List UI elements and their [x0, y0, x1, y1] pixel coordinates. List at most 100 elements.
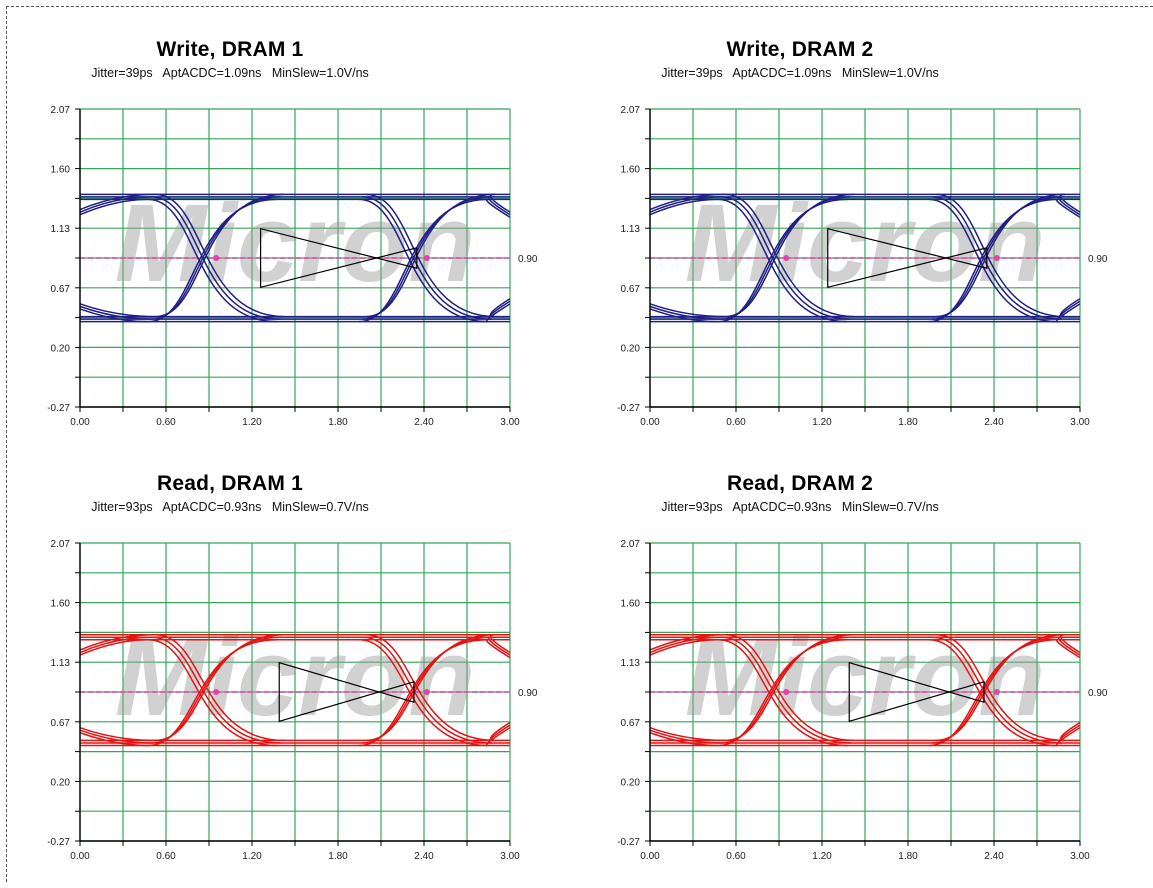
x-tick-label: 1.20: [812, 851, 832, 862]
eye-traces: [79, 633, 511, 747]
crossing-point: [993, 689, 1000, 695]
chart-subtitle: Jitter=93ps AptACDC=0.93ns MinSlew=0.7V/…: [580, 500, 1020, 514]
minslew-stat: MinSlew=0.7V/ns: [271, 500, 369, 514]
tail-trace: [1059, 721, 1081, 742]
tail-trace: [485, 639, 511, 659]
jitter-stat: Jitter=39ps: [661, 66, 723, 80]
plot-area: Micron 0.900.00 0.60 1.20 1.80 2.40 3.00-0.270…: [47, 105, 538, 428]
x-tick-label: 0.00: [70, 417, 90, 428]
eye-diagram-read-dram-1: Read, DRAM 1 Jitter=93ps AptACDC=0.93ns …: [10, 468, 555, 888]
y-tick-label: 2.07: [51, 539, 71, 550]
y-tick-label: 1.13: [51, 658, 71, 669]
lead-in-trace: [79, 726, 156, 742]
x-tick-label: 1.80: [898, 851, 918, 862]
tail-trace: [489, 298, 511, 318]
falling-edge-trace: [721, 196, 851, 320]
tail-trace: [489, 633, 511, 654]
y-tick-label: -0.27: [47, 837, 70, 848]
x-tick-label: 1.20: [242, 417, 262, 428]
y-tick-label: -0.27: [617, 403, 640, 414]
chart-subtitle: Jitter=39ps AptACDC=1.09ns MinSlew=1.0V/…: [580, 66, 1020, 80]
x-tick-label: 0.00: [640, 417, 660, 428]
falling-edge-trace: [725, 193, 855, 318]
crossing-point: [423, 255, 430, 261]
reference-level-label: 0.90: [518, 688, 538, 699]
tail-trace: [485, 198, 511, 218]
eye-mask: [278, 661, 415, 723]
aptacdc-stat: AptACDC=0.93ns: [162, 500, 262, 514]
y-tick-label: -0.27: [47, 403, 70, 414]
minslew-stat: MinSlew=1.0V/ns: [841, 66, 939, 80]
reference-level-label: 0.90: [518, 254, 538, 265]
micron-watermark: Micron: [115, 616, 476, 739]
tail-trace: [489, 193, 511, 213]
aptacdc-stat: AptACDC=1.09ns: [162, 66, 262, 80]
y-tick-label: 0.67: [51, 718, 71, 729]
y-tick-label: 1.13: [51, 224, 71, 235]
jitter-stat: Jitter=39ps: [91, 66, 153, 80]
minslew-stat: MinSlew=1.0V/ns: [271, 66, 369, 80]
x-tick-label: 2.40: [414, 417, 434, 428]
x-tick-label: 0.00: [640, 851, 660, 862]
y-tick-label: 1.13: [621, 224, 641, 235]
eye-diagram-read-dram-2: Read, DRAM 2 Jitter=93ps AptACDC=0.93ns …: [580, 468, 1125, 888]
plot-area: Micron 0.900.00 0.60 1.20 1.80 2.40 3.00-0.270…: [617, 539, 1108, 862]
falling-edge-trace: [155, 633, 285, 742]
y-tick-label: 2.07: [621, 105, 641, 116]
x-tick-label: 1.20: [242, 851, 262, 862]
minslew-stat: MinSlew=0.7V/ns: [841, 500, 939, 514]
eye-traces: [649, 633, 1081, 747]
falling-edge-trace: [932, 196, 1062, 320]
crossing-point: [423, 689, 430, 695]
y-tick-label: 2.07: [621, 539, 641, 550]
y-tick-label: 0.20: [621, 777, 641, 788]
lead-in-trace: [649, 196, 722, 213]
x-tick-label: 0.00: [70, 851, 90, 862]
falling-edge-trace: [725, 633, 855, 742]
lead-in-trace: [79, 639, 149, 656]
tail-trace: [1059, 193, 1081, 213]
y-tick-label: 1.60: [51, 165, 71, 176]
chart-title: Write, DRAM 2: [726, 38, 874, 61]
x-tick-label: 2.40: [984, 851, 1004, 862]
reference-level-label: 0.90: [1088, 688, 1108, 699]
tail-trace: [489, 721, 511, 742]
lead-in-trace: [79, 198, 149, 216]
x-tick-label: 0.60: [726, 851, 746, 862]
jitter-stat: Jitter=93ps: [91, 500, 153, 514]
y-tick-label: 0.20: [51, 343, 71, 354]
chart-title: Write, DRAM 1: [156, 38, 304, 61]
lead-in-trace: [649, 198, 719, 216]
y-tick-label: 1.60: [51, 599, 71, 610]
crossing-point: [783, 255, 790, 261]
plot-area: Micron 0.900.00 0.60 1.20 1.80 2.40 3.00-0.270…: [617, 105, 1108, 428]
x-tick-label: 1.20: [812, 417, 832, 428]
eye-diagram-write-dram-1: Write, DRAM 1 Jitter=39ps AptACDC=1.09ns…: [10, 34, 555, 454]
lead-in-trace: [79, 636, 152, 654]
tail-trace: [1059, 298, 1081, 318]
y-tick-label: 0.20: [51, 777, 71, 788]
crossing-point: [993, 255, 1000, 261]
micron-watermark: Micron: [685, 616, 1046, 739]
lead-in-trace: [79, 303, 156, 318]
eye-mask: [848, 661, 985, 723]
x-tick-label: 0.60: [156, 417, 176, 428]
y-tick-label: 1.13: [621, 658, 641, 669]
x-tick-label: 0.60: [156, 851, 176, 862]
x-tick-label: 2.40: [984, 417, 1004, 428]
tail-trace: [1055, 198, 1081, 218]
lead-in-trace: [649, 639, 719, 656]
chart-title: Read, DRAM 2: [727, 472, 873, 495]
aptacdc-stat: AptACDC=1.09ns: [732, 66, 832, 80]
lead-in-trace: [649, 726, 726, 742]
x-tick-label: 3.00: [500, 851, 520, 862]
falling-edge-trace: [151, 196, 281, 320]
x-tick-label: 1.80: [898, 417, 918, 428]
y-tick-label: 0.67: [621, 284, 641, 295]
x-tick-label: 3.00: [1070, 417, 1090, 428]
eye-diagram-write-dram-2: Write, DRAM 2 Jitter=39ps AptACDC=1.09ns…: [580, 34, 1125, 454]
plot-area: Micron 0.900.00 0.60 1.20 1.80 2.40 3.00-0.270…: [47, 539, 538, 862]
x-tick-label: 1.80: [328, 417, 348, 428]
jitter-stat: Jitter=93ps: [661, 500, 723, 514]
eye-mask: [260, 227, 418, 289]
